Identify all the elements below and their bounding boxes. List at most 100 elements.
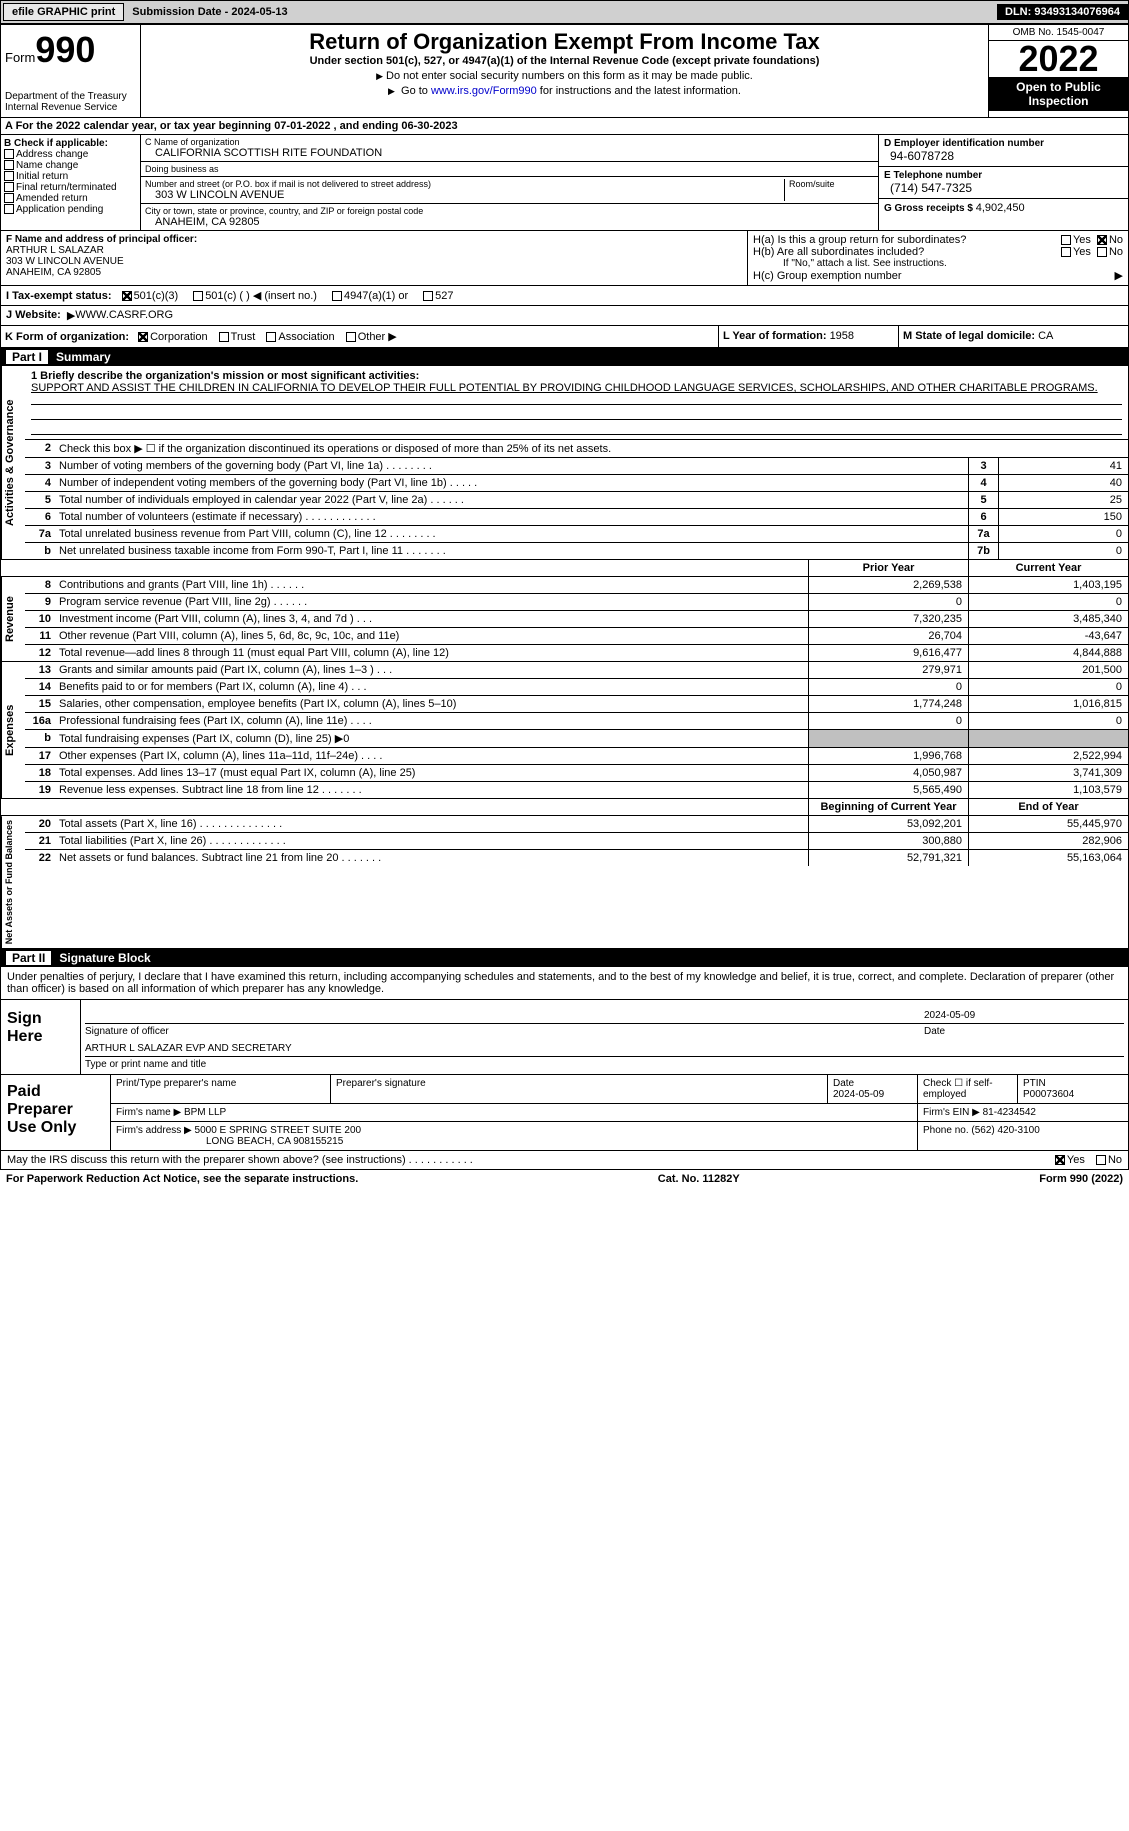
mission-text: SUPPORT AND ASSIST THE CHILDREN IN CALIF… <box>31 382 1122 394</box>
cy-14: 0 <box>968 679 1128 695</box>
sign-here-label: Sign Here <box>1 1000 81 1074</box>
fin-row-22: 22Net assets or fund balances. Subtract … <box>25 850 1128 866</box>
cy-20: 55,445,970 <box>968 816 1128 832</box>
discuss-row: May the IRS discuss this return with the… <box>0 1151 1129 1170</box>
officer-name: ARTHUR L SALAZAR <box>6 245 742 256</box>
header-left: Form990 Department of the Treasury Inter… <box>1 25 141 117</box>
py-10: 7,320,235 <box>808 611 968 627</box>
cb-address-change[interactable]: Address change <box>4 149 137 160</box>
signature-intro: Under penalties of perjury, I declare th… <box>0 967 1129 1000</box>
hb-yes-checkbox[interactable] <box>1061 247 1071 257</box>
row-a-tax-year: A For the 2022 calendar year, or tax yea… <box>0 118 1129 135</box>
firm-phone: (562) 420-3100 <box>971 1125 1039 1136</box>
public-inspection: Open to Public Inspection <box>989 77 1128 111</box>
fin-row-17: 17Other expenses (Part IX, column (A), l… <box>25 748 1128 765</box>
q7a-row: 7aTotal unrelated business revenue from … <box>25 526 1128 543</box>
q3-value: 41 <box>998 458 1128 474</box>
fin-row-9: 9Program service revenue (Part VIII, lin… <box>25 594 1128 611</box>
fin-row-18: 18Total expenses. Add lines 13–17 (must … <box>25 765 1128 782</box>
cb-application-pending[interactable]: Application pending <box>4 204 137 215</box>
cy-19: 1,103,579 <box>968 782 1128 798</box>
officer-addr2: ANAHEIM, CA 92805 <box>6 267 742 278</box>
py-13: 279,971 <box>808 662 968 678</box>
name-title-line: ARTHUR L SALAZAR EVP AND SECRETARY <box>85 1043 1124 1057</box>
py-20: 53,092,201 <box>808 816 968 832</box>
section-l: L Year of formation: 1958 <box>718 326 898 347</box>
cy-17: 2,522,994 <box>968 748 1128 764</box>
q2-row: 2Check this box ▶ ☐ if the organization … <box>25 440 1128 458</box>
cb-final-return[interactable]: Final return/terminated <box>4 182 137 193</box>
section-h: H(a) Is this a group return for subordin… <box>748 231 1128 285</box>
efile-print-button[interactable]: efile GRAPHIC print <box>3 3 124 21</box>
org-name-cell: C Name of organization CALIFORNIA SCOTTI… <box>141 135 878 162</box>
cb-amended-return[interactable]: Amended return <box>4 193 137 204</box>
cy-b <box>968 730 1128 747</box>
py-22: 52,791,321 <box>808 850 968 866</box>
submission-label: Submission Date - 2024-05-13 <box>126 4 293 20</box>
grid-bcd: B Check if applicable: Address change Na… <box>0 135 1129 231</box>
cb-initial-return[interactable]: Initial return <box>4 171 137 182</box>
py-9: 0 <box>808 594 968 610</box>
py-15: 1,774,248 <box>808 696 968 712</box>
cb-corporation[interactable] <box>138 332 148 342</box>
tax-year: 2022 <box>989 41 1128 77</box>
beginning-year-header: Beginning of Current Year <box>808 799 968 815</box>
firm-addr2: LONG BEACH, CA 908155215 <box>116 1136 343 1147</box>
note-ssn: Do not enter social security numbers on … <box>145 70 984 82</box>
cy-9: 0 <box>968 594 1128 610</box>
cb-4947[interactable] <box>332 291 342 301</box>
cb-501c3[interactable] <box>122 291 132 301</box>
part1-header: Part ISummary <box>0 348 1129 366</box>
py-19: 5,565,490 <box>808 782 968 798</box>
begin-end-header: Beginning of Current Year End of Year <box>1 798 1128 816</box>
fin-row-b: bTotal fundraising expenses (Part IX, co… <box>25 730 1128 748</box>
cy-12: 4,844,888 <box>968 645 1128 661</box>
ha-line: H(a) Is this a group return for subordin… <box>753 234 1123 246</box>
section-k: K Form of organization: Corporation Trus… <box>1 326 718 347</box>
paperwork-notice: For Paperwork Reduction Act Notice, see … <box>6 1173 358 1185</box>
discuss-no-checkbox[interactable] <box>1096 1155 1106 1165</box>
header-center: Return of Organization Exempt From Incom… <box>141 25 988 117</box>
cb-name-change[interactable]: Name change <box>4 160 137 171</box>
dept-label: Department of the Treasury Internal Reve… <box>5 91 136 113</box>
prior-year-header: Prior Year <box>808 560 968 576</box>
city-state-zip: ANAHEIM, CA 92805 <box>145 216 874 228</box>
hb-no-checkbox[interactable] <box>1097 247 1107 257</box>
prep-date: 2024-05-09 <box>833 1089 884 1100</box>
street-address: 303 W LINCOLN AVENUE <box>145 189 784 201</box>
irs-link[interactable]: www.irs.gov/Form990 <box>431 85 537 97</box>
section-d: D Employer identification number 94-6078… <box>878 135 1128 230</box>
q1-mission: 1 Briefly describe the organization's mi… <box>25 366 1128 440</box>
ha-no-checkbox[interactable] <box>1097 235 1107 245</box>
hb-note: If "No," attach a list. See instructions… <box>753 258 1123 269</box>
part2-header: Part IISignature Block <box>0 949 1129 967</box>
py-17: 1,996,768 <box>808 748 968 764</box>
cb-501c[interactable] <box>193 291 203 301</box>
officer-signature-line[interactable]: 2024-05-09 <box>85 1010 1124 1024</box>
prep-row-3: Firm's address ▶ 5000 E SPRING STREET SU… <box>111 1122 1128 1150</box>
cb-527[interactable] <box>423 291 433 301</box>
prior-current-header: Prior Year Current Year <box>1 559 1128 577</box>
q3-row: 3Number of voting members of the governi… <box>25 458 1128 475</box>
phone-value: (714) 547-7325 <box>884 181 1123 195</box>
form-subtitle: Under section 501(c), 527, or 4947(a)(1)… <box>145 55 984 67</box>
bottom-line: For Paperwork Reduction Act Notice, see … <box>0 1170 1129 1188</box>
row-i: I Tax-exempt status: 501(c)(3) 501(c) ( … <box>0 286 1129 306</box>
ha-yes-checkbox[interactable] <box>1061 235 1071 245</box>
cy-18: 3,741,309 <box>968 765 1128 781</box>
form-header: Form990 Department of the Treasury Inter… <box>0 24 1129 118</box>
cb-trust[interactable] <box>219 332 229 342</box>
cy-22: 55,163,064 <box>968 850 1128 866</box>
prep-row-2: Firm's name ▶ BPM LLP Firm's EIN ▶ 81-42… <box>111 1104 1128 1122</box>
self-employed-check[interactable]: Check ☐ if self-employed <box>918 1075 1018 1103</box>
section-f: F Name and address of principal officer:… <box>1 231 748 285</box>
discuss-yes-checkbox[interactable] <box>1055 1155 1065 1165</box>
sign-here-block: Sign Here 2024-05-09 Signature of office… <box>0 1000 1129 1075</box>
dba-cell: Doing business as <box>141 162 878 177</box>
dln-label: DLN: 93493134076964 <box>997 4 1128 20</box>
cb-association[interactable] <box>266 332 276 342</box>
ptin-value: P00073604 <box>1023 1089 1074 1100</box>
cb-other[interactable] <box>346 332 356 342</box>
py-21: 300,880 <box>808 833 968 849</box>
vtab-expenses: Expenses <box>1 662 25 798</box>
